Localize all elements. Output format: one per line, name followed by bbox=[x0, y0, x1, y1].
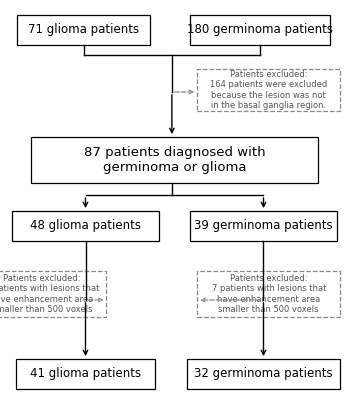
FancyBboxPatch shape bbox=[16, 359, 155, 389]
FancyBboxPatch shape bbox=[12, 211, 159, 241]
FancyBboxPatch shape bbox=[31, 137, 318, 183]
Text: 180 germinoma patients: 180 germinoma patients bbox=[187, 24, 333, 36]
Text: Patients excluded:
7 patients with lesions that
have enhancement area
smaller th: Patients excluded: 7 patients with lesio… bbox=[0, 274, 99, 314]
Text: 87 patients diagnosed with
germinoma or glioma: 87 patients diagnosed with germinoma or … bbox=[84, 146, 265, 174]
Text: 71 glioma patients: 71 glioma patients bbox=[28, 24, 139, 36]
Text: Patients excluded:
164 patients were excluded
because the lesion was not
in the : Patients excluded: 164 patients were exc… bbox=[210, 70, 327, 110]
FancyBboxPatch shape bbox=[0, 271, 106, 317]
FancyBboxPatch shape bbox=[190, 211, 337, 241]
FancyBboxPatch shape bbox=[197, 69, 340, 111]
FancyBboxPatch shape bbox=[187, 359, 340, 389]
FancyBboxPatch shape bbox=[17, 15, 150, 45]
Text: 41 glioma patients: 41 glioma patients bbox=[30, 368, 141, 380]
Text: 32 germinoma patients: 32 germinoma patients bbox=[194, 368, 333, 380]
Text: 48 glioma patients: 48 glioma patients bbox=[30, 220, 141, 232]
Text: Patients excluded:
7 patients with lesions that
have enhancement area
smaller th: Patients excluded: 7 patients with lesio… bbox=[211, 274, 326, 314]
FancyBboxPatch shape bbox=[190, 15, 330, 45]
FancyBboxPatch shape bbox=[197, 271, 340, 317]
Text: 39 germinoma patients: 39 germinoma patients bbox=[194, 220, 333, 232]
